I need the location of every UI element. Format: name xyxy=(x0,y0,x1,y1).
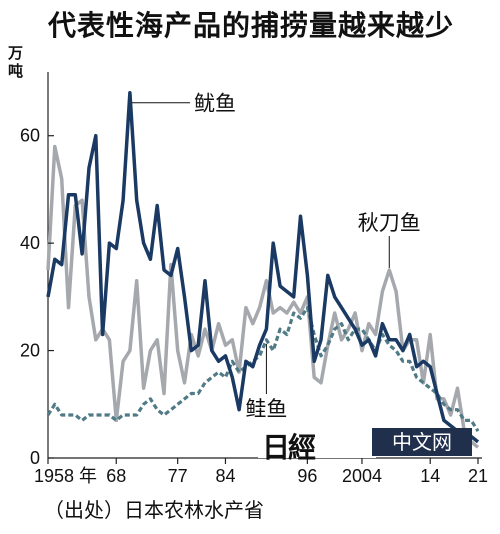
y-tick-label: 0 xyxy=(30,448,40,468)
series-lines xyxy=(46,90,480,449)
x-tick-label: 2004 xyxy=(342,466,382,486)
tick-labels: 0 20 40 60 1958 年 68 77 84 96 2004 14 21 xyxy=(20,126,488,486)
y-tick-label: 40 xyxy=(20,233,40,253)
x-tick-label: 21 xyxy=(468,466,488,486)
x-tick-label: 68 xyxy=(106,466,126,486)
y-axis-unit: 万吨 xyxy=(8,44,24,80)
x-tick-label: 14 xyxy=(420,466,440,486)
saury-label: 秋刀鱼 xyxy=(358,211,421,235)
y-tick-label: 20 xyxy=(20,341,40,361)
x-tick-label: 77 xyxy=(168,466,188,486)
source-note: （出处）日本农林水产省 xyxy=(44,498,264,522)
x-tick-label: 96 xyxy=(297,466,317,486)
series-line xyxy=(46,90,480,444)
salmon-label: 鲑鱼 xyxy=(245,397,287,421)
x-tick-label: 1958 年 xyxy=(34,466,97,486)
series-line xyxy=(46,306,480,432)
nikkei-chinese-logo: 中文网 xyxy=(372,428,472,456)
watermark-background xyxy=(258,424,376,458)
x-tick-label: 84 xyxy=(215,466,235,486)
squid-label: 鱿鱼 xyxy=(194,92,236,116)
chart-title: 代表性海产品的捕捞量越来越少 xyxy=(48,9,455,42)
nikkei-logo: 日經 xyxy=(262,431,316,464)
y-tick-label: 60 xyxy=(20,126,40,146)
